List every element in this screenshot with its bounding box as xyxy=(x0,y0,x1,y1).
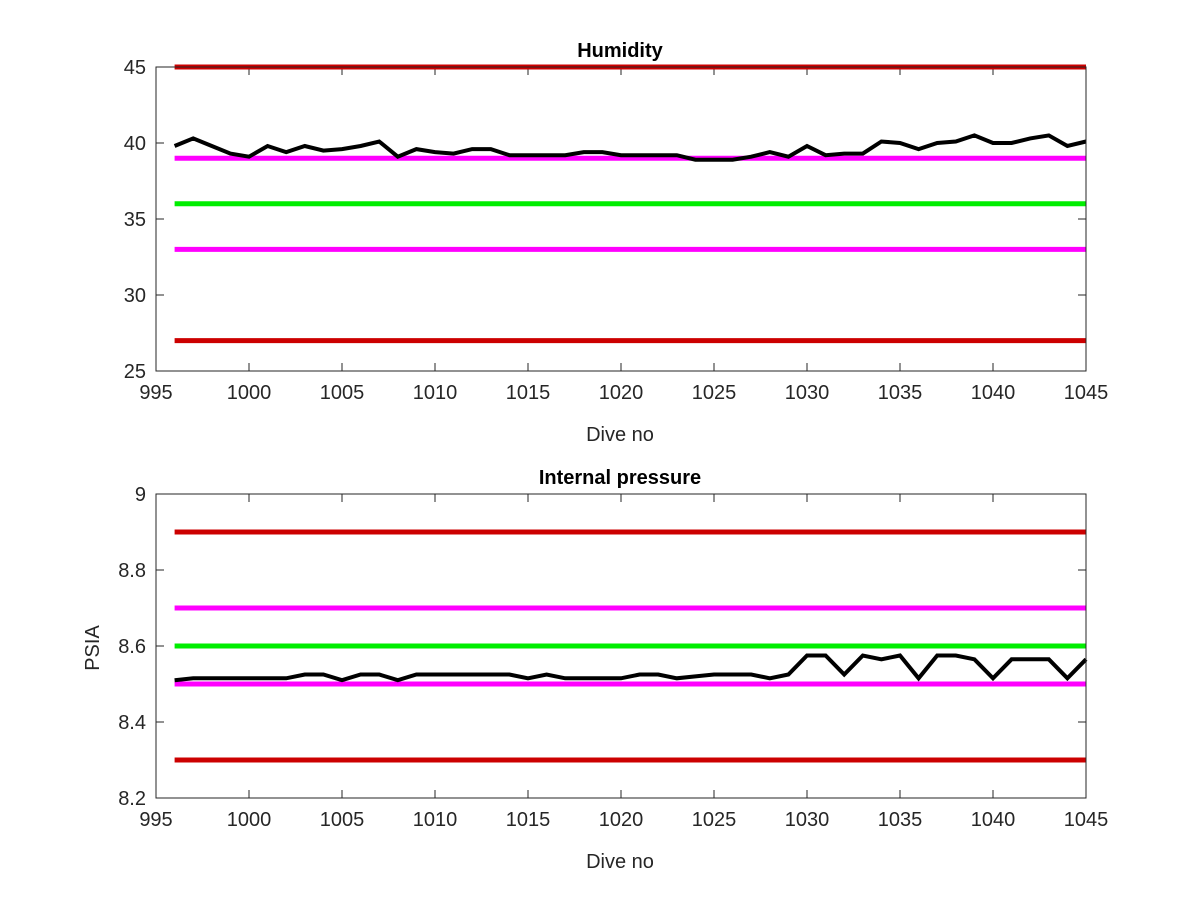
pressure-x-axis-label: Dive no xyxy=(586,851,654,873)
humidity-x-tick-label: 1020 xyxy=(599,382,644,404)
pressure-y-tick-label: 8.8 xyxy=(118,560,146,582)
pressure-y-axis-label: PSIA xyxy=(82,625,104,671)
humidity-plot-area: 995 1000 1005 1010 1015 1020 1025 1030 1035 1040 1… xyxy=(124,57,1109,404)
humidity-x-tick-label: 1010 xyxy=(413,382,458,404)
pressure-x-tick-label: 1000 xyxy=(227,809,272,831)
pressure-chart: Internal pressure 995 1000 1005 1010 1015 102… xyxy=(82,467,1108,873)
pressure-axes-frame xyxy=(155,493,1087,799)
humidity-x-tick-label: 1035 xyxy=(878,382,923,404)
humidity-x-tick-label: 995 xyxy=(139,382,172,404)
pressure-x-tick-label: 1015 xyxy=(506,809,551,831)
pressure-plot-area: 995 1000 1005 1010 1015 1020 1025 1030 1035 1040 1… xyxy=(118,484,1108,831)
humidity-y-tick-label: 45 xyxy=(124,57,146,79)
humidity-title: Humidity xyxy=(577,40,663,62)
humidity-axes-frame xyxy=(155,66,1087,372)
pressure-x-tick-label: 1005 xyxy=(320,809,365,831)
pressure-title: Internal pressure xyxy=(539,467,701,489)
humidity-x-tick-label: 1000 xyxy=(227,382,272,404)
pressure-y-tick-label: 8.6 xyxy=(118,636,146,658)
humidity-x-tick-label: 1040 xyxy=(971,382,1016,404)
humidity-series-line xyxy=(173,133,1087,162)
humidity-y-tick-label: 25 xyxy=(124,361,146,383)
pressure-x-tick-label: 1030 xyxy=(785,809,830,831)
humidity-x-tick-label: 1025 xyxy=(692,382,737,404)
humidity-y-tick-label: 30 xyxy=(124,285,146,307)
pressure-y-tick-label: 8.2 xyxy=(118,788,146,810)
humidity-x-tick-label: 1030 xyxy=(785,382,830,404)
humidity-x-axis-label: Dive no xyxy=(586,424,654,446)
humidity-x-tick-label: 1005 xyxy=(320,382,365,404)
pressure-x-tick-label: 1040 xyxy=(971,809,1016,831)
pressure-x-tick-label: 1035 xyxy=(878,809,923,831)
pressure-x-tick-label: 995 xyxy=(139,809,172,831)
pressure-x-tick-label: 1025 xyxy=(692,809,737,831)
humidity-y-tick-label: 35 xyxy=(124,209,146,231)
pressure-y-tick-label: 9 xyxy=(135,484,146,506)
humidity-x-tick-label: 1045 xyxy=(1064,382,1109,404)
humidity-x-tick-label: 1015 xyxy=(506,382,551,404)
humidity-y-tick-label: 40 xyxy=(124,133,146,155)
pressure-x-tick-label: 1045 xyxy=(1064,809,1109,831)
pressure-series-line xyxy=(174,653,1088,683)
pressure-x-tick-label: 1010 xyxy=(413,809,458,831)
pressure-x-tick-label: 1020 xyxy=(599,809,644,831)
pressure-y-tick-label: 8.4 xyxy=(118,712,146,734)
humidity-chart: Humidity 995 1000 1005 1010 1015 1020 1025 1030… xyxy=(124,40,1109,446)
